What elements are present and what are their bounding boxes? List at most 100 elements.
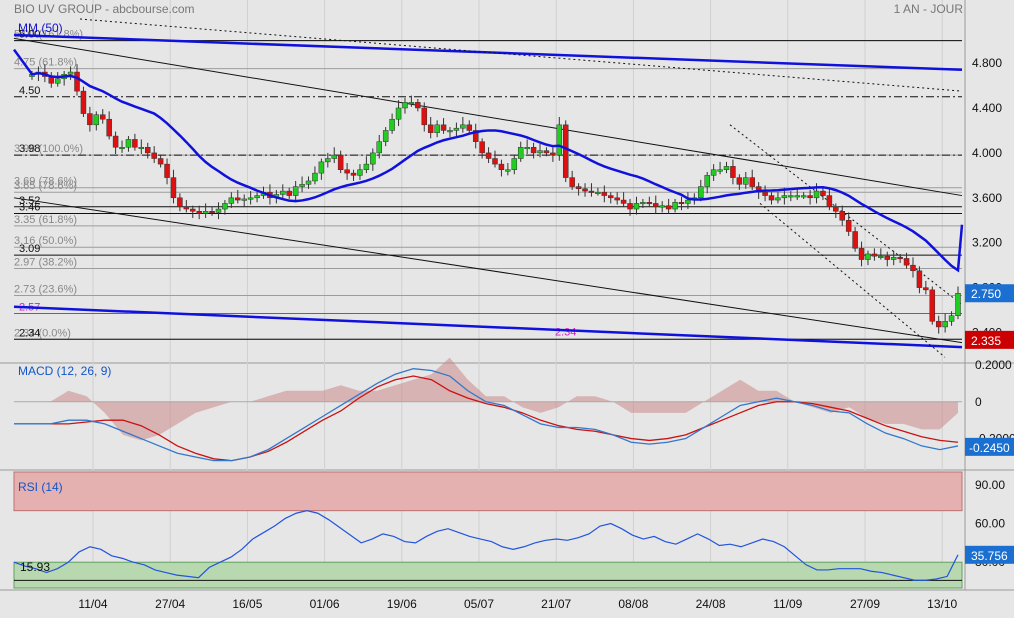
candle-down [344,169,350,174]
fib-level-label: 3.98 (100.0%) [14,143,83,155]
macd-line [14,368,959,462]
candle-down [209,211,215,214]
candle-down [421,107,428,126]
candle-down [730,166,736,178]
rsi-y-tick: 90.00 [975,478,1005,492]
rsi-overbought-zone [13,471,963,512]
candle-down [588,190,595,193]
candle-up [794,195,800,198]
candle-up [299,184,305,187]
candle-up [241,198,247,201]
candle-down [350,172,357,176]
candle-down [826,195,833,208]
candle-up [524,147,530,150]
candle-down [833,206,839,212]
candle-down [839,211,845,221]
right-axis-bg [965,0,1014,613]
price-y-tick: 3.200 [972,236,1002,250]
candle-up [659,205,665,208]
candle-up [318,161,325,174]
rsi-current-badge [965,545,1014,564]
candle-down [884,255,891,260]
candle-down [543,150,550,154]
macd-histogram [14,357,958,441]
candle-down [929,289,936,322]
candle-down [80,90,87,114]
candle-down [530,147,537,154]
candle-down [678,202,685,205]
candle-up [723,166,730,170]
macd-y-tick: 0 [975,395,982,409]
candle-down [935,321,942,328]
dotted-channel-top [729,124,963,305]
candle-down [337,154,344,170]
macd-y-tick: 0.2000 [975,358,1012,372]
candle-down [627,203,633,210]
candle-up [254,195,260,199]
candle-up [305,180,312,185]
moving-average-line [12,48,964,273]
candle-up [890,257,897,260]
fib-level-label: 3.16 (50.0%) [14,235,77,247]
candle-up [743,177,749,185]
candle-up [710,169,717,176]
candle-up [595,191,601,194]
price-y-tick: 4.800 [972,56,1002,70]
candle-up [556,124,563,156]
candle-down [762,191,768,196]
x-tick-label: 08/08 [618,597,648,611]
candle-up [813,190,820,199]
macd-current-label: -0.2450 [969,441,1010,455]
fib-level-label: 4.75 (61.8%) [14,57,77,69]
candle-down [653,203,659,208]
candle-down [498,163,505,170]
candle-down [858,248,865,260]
candle-up [395,107,402,120]
candle-up [800,195,807,198]
candle-up [54,78,61,84]
candle-down [923,287,929,291]
rsi-current-label: 35.756 [971,549,1008,563]
candle-down [170,177,177,199]
ma-label: MM (50) [18,21,63,35]
candle-down [897,257,903,260]
dotted-channel-bottom [759,203,946,358]
candle-up [125,139,132,148]
resistance-trendline [13,37,963,197]
candle-up [878,255,884,258]
x-tick-label: 24/08 [696,597,726,611]
candle-down [472,130,479,142]
x-tick-label: 05/07 [464,597,494,611]
candle-up [942,321,948,328]
candle-up [704,175,710,187]
candle-down [582,188,588,192]
candle-down [157,158,164,165]
candle-down [74,71,80,92]
candle-up [511,158,518,170]
candle-up [202,211,209,214]
candle-down [151,152,157,159]
price-y-tick: 4.400 [972,101,1002,115]
candle-down [807,195,813,199]
support-price-badge [965,330,1014,349]
candle-down [749,177,755,187]
level-3-98-label: 3.98 [19,143,40,155]
x-tick-label: 21/07 [541,597,571,611]
candle-up [402,102,408,109]
candle-down [903,258,910,266]
current-price-badge [965,284,1014,303]
candle-down [132,139,138,148]
x-tick-label: 16/05 [232,597,262,611]
candle-down [601,191,608,196]
candle-up [672,202,678,210]
candle-up [119,147,125,150]
candle-up [633,203,640,210]
rsi-line [13,510,959,581]
candle-down [575,186,582,190]
candle-up [865,253,871,260]
fib-level-label: 2.97 (38.2%) [14,257,77,269]
candle-down [569,177,575,187]
candle-up [698,186,704,199]
